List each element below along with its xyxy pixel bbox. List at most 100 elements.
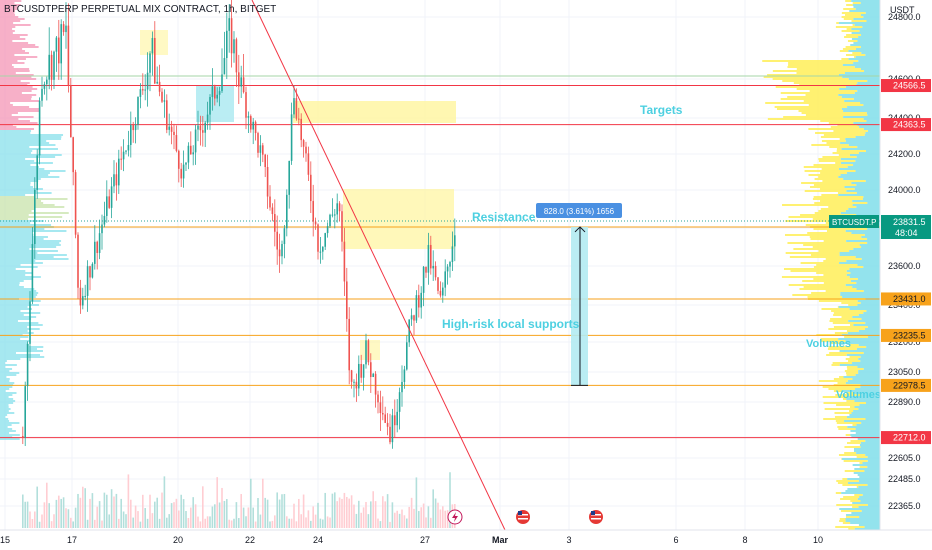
profile-bar-cyan — [845, 490, 880, 492]
volume-bar — [398, 513, 401, 528]
profile-bar-cyan — [850, 430, 880, 432]
candle-body — [406, 342, 408, 370]
left-profile-bar — [0, 156, 56, 158]
profile-bar-yellow — [812, 246, 862, 248]
candle-body — [391, 415, 394, 443]
candle-body — [202, 130, 204, 133]
time-axis[interactable]: 15 17 20 22 24 27 Mar 3 6 8 10 — [0, 529, 932, 550]
profile-bar-cyan — [857, 82, 880, 84]
left-profile-bar — [0, 130, 32, 132]
candle-body — [79, 287, 82, 306]
volume-bar — [358, 500, 360, 528]
y-tick-label: 24800.0 — [888, 12, 921, 22]
candle-body — [204, 122, 206, 133]
candle-body — [262, 145, 264, 155]
left-profile-bar — [0, 196, 36, 198]
left-profile-bar — [0, 322, 39, 324]
left-profile-bar — [0, 8, 18, 10]
profile-bar-yellow — [812, 198, 863, 200]
volume-bar — [187, 517, 190, 528]
profile-bar-cyan — [852, 464, 880, 466]
profile-bar-yellow — [839, 50, 849, 52]
measure-tool[interactable]: 828.0 (3.61%) 1656 — [536, 203, 622, 386]
measure-label: 828.0 (3.61%) 1656 — [544, 207, 615, 216]
volume-bar — [38, 521, 41, 528]
left-profile-bar — [0, 24, 31, 26]
volume-bar — [252, 507, 254, 528]
profile-bar-yellow — [816, 272, 851, 274]
candle-body — [178, 150, 180, 169]
trendline[interactable] — [251, 0, 506, 531]
profile-bar-cyan — [855, 374, 880, 376]
candle-body — [449, 262, 451, 267]
price-tag-23235.5[interactable] — [881, 328, 931, 342]
profile-bar-cyan — [839, 350, 880, 352]
profile-bar-yellow — [845, 46, 861, 48]
profile-bar-yellow — [796, 68, 861, 70]
left-profile-bar — [0, 248, 30, 250]
volume-bar — [26, 501, 29, 528]
volume-bar — [367, 514, 370, 528]
current-price-tag[interactable] — [881, 215, 931, 239]
candle-body — [130, 124, 132, 145]
candle-body — [86, 266, 89, 296]
candle-body — [170, 126, 173, 132]
profile-bar-cyan — [858, 152, 880, 154]
profile-bar-cyan — [841, 458, 880, 460]
volume-bar — [233, 518, 235, 528]
profile-bar-yellow — [846, 372, 859, 374]
profile-bar-yellow — [818, 300, 858, 302]
symbol-tag[interactable] — [829, 215, 879, 228]
candle-body — [41, 88, 43, 101]
profile-bar-yellow — [839, 518, 846, 520]
profile-bar-yellow — [844, 370, 859, 372]
profile-bar-cyan — [840, 158, 880, 160]
descending-trendline[interactable] — [251, 0, 506, 531]
profile-bar-yellow — [830, 126, 860, 128]
profile-bar-cyan — [864, 234, 880, 236]
profile-bar-yellow — [850, 500, 861, 502]
profile-bar-yellow — [834, 416, 847, 418]
candle-body — [230, 18, 233, 54]
left-profile-bar — [0, 192, 52, 194]
event-icons[interactable] — [447, 509, 603, 525]
candle-body — [211, 86, 214, 98]
profile-bar-cyan — [865, 402, 880, 404]
left-profile-bar — [0, 176, 60, 178]
profile-bar-yellow — [841, 458, 842, 460]
candle-body — [276, 231, 278, 250]
price-tag-24363.5[interactable] — [881, 118, 931, 132]
left-profile-bar — [0, 190, 38, 192]
profile-bar-yellow — [846, 34, 862, 36]
profile-bar-cyan — [855, 56, 880, 58]
candle-body — [197, 125, 199, 130]
price-tag-22712.0[interactable] — [881, 431, 931, 445]
profile-bar-yellow — [789, 256, 856, 258]
left-profile-bar — [0, 366, 6, 368]
candle-body — [110, 186, 113, 208]
profile-bar-cyan — [846, 270, 880, 272]
price-tag-24566.5[interactable] — [881, 79, 931, 93]
left-profile-bar — [0, 244, 61, 246]
candle-body — [290, 114, 293, 161]
left-profile-bar — [0, 240, 62, 242]
profile-bar-cyan — [838, 94, 880, 96]
price-tag-22978.5[interactable] — [881, 378, 931, 392]
profile-bar-yellow — [838, 428, 856, 430]
level-lines[interactable] — [0, 75, 880, 439]
candle-body — [34, 189, 36, 245]
profile-bar-yellow — [803, 286, 853, 288]
profile-bar-yellow — [859, 462, 863, 464]
profile-bar-yellow — [825, 258, 862, 260]
left-profile-bar — [0, 330, 28, 332]
profile-bar-yellow — [818, 176, 839, 178]
profile-bar-yellow — [818, 158, 841, 160]
profile-bar-yellow — [813, 266, 864, 268]
candle-body — [298, 118, 300, 120]
candle-body — [46, 79, 48, 85]
profile-bar-yellow — [802, 280, 851, 282]
price-tag-23431.0[interactable] — [881, 292, 931, 306]
volume-bar — [94, 519, 96, 528]
